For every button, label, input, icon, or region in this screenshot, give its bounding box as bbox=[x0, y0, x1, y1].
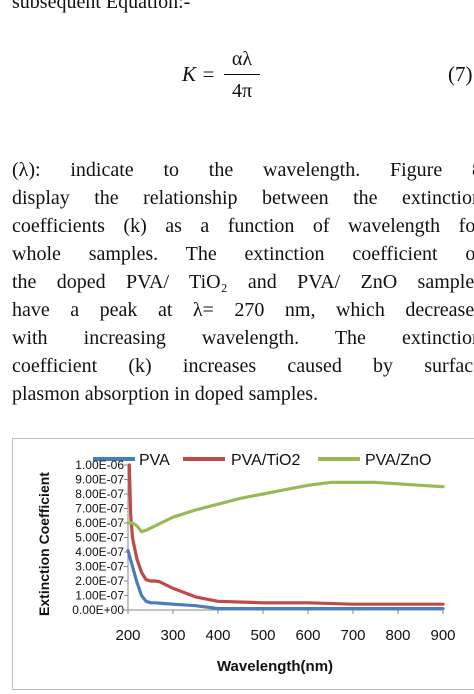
series-line-pva bbox=[126, 548, 445, 611]
paragraph-line-3: coefficients (k) as a function of wavele… bbox=[12, 215, 474, 237]
x-tick-label: 200 bbox=[115, 627, 140, 644]
x-tick-label: 800 bbox=[385, 627, 410, 644]
fraction-bar bbox=[224, 74, 260, 75]
x-tick-label: 600 bbox=[295, 627, 320, 644]
paragraph-line-5: the doped PVA/ TiO₂ and PVA/ ZnO samples bbox=[12, 271, 474, 293]
legend-label-pva-tio2: PVA/TiO2 bbox=[231, 452, 300, 469]
paragraph-line-4: whole samples. The extinction coefficien… bbox=[12, 243, 474, 265]
plot-area bbox=[126, 463, 445, 611]
equation-number: (7) bbox=[448, 62, 473, 86]
equation-numerator: αλ bbox=[231, 48, 253, 70]
x-tick-label: 300 bbox=[160, 627, 185, 644]
equation-denominator: 4π bbox=[231, 80, 253, 102]
paragraph-line-8: coefficient (k) increases caused by surf… bbox=[12, 355, 474, 377]
y-tick-label: 0.00E+00 bbox=[72, 603, 124, 617]
x-axis-label: Wavelength(nm) bbox=[217, 658, 333, 675]
paragraph-line-1: (λ): indicate to the wavelength. Figure … bbox=[12, 159, 474, 181]
y-tick-labels: 0.00E+001.00E-072.00E-073.00E-074.00E-07… bbox=[72, 458, 124, 617]
y-tick-label: 1.00E-07 bbox=[75, 589, 124, 603]
legend-label-pva: PVA bbox=[139, 452, 170, 469]
extinction-coefficient-chart: PVA PVA/TiO2 PVA/ZnO 0.00E+001.00E-072.00E… bbox=[36, 452, 456, 675]
y-tick-label: 1.00E-06 bbox=[75, 458, 124, 472]
x-tick-label: 500 bbox=[250, 627, 275, 644]
series-line-pva-zno bbox=[126, 480, 445, 534]
y-tick-label: 6.00E-07 bbox=[75, 516, 124, 530]
paragraph-line-7: with increasing wavelength. The extincti… bbox=[12, 327, 474, 349]
y-tick-label: 8.00E-07 bbox=[75, 487, 124, 501]
paragraph-line-2: display the relationship between the ext… bbox=[12, 187, 474, 209]
equation-lhs: K = bbox=[182, 62, 216, 86]
y-tick-label: 2.00E-07 bbox=[75, 574, 124, 588]
y-axis-label: Extinction Coefficient bbox=[36, 472, 52, 616]
x-tick-label: 900 bbox=[430, 627, 455, 644]
y-tick-label: 5.00E-07 bbox=[75, 531, 124, 545]
chart-legend: PVA PVA/TiO2 PVA/ZnO bbox=[93, 452, 431, 469]
x-tick-labels: 200 300 400 500 600 700 800 900 bbox=[115, 627, 455, 644]
chart-axes bbox=[124, 464, 444, 614]
legend-label-pva-zno: PVA/ZnO bbox=[365, 452, 431, 469]
paragraph-line-9: plasmon absorption in doped samples. bbox=[12, 383, 319, 405]
x-tick-label: 700 bbox=[340, 627, 365, 644]
x-tick-label: 400 bbox=[205, 627, 230, 644]
figure-chart-frame: PVA PVA/TiO2 PVA/ZnO 0.00E+00 1.00E-07 2.00E… bbox=[12, 438, 474, 690]
y-tick-label: 4.00E-07 bbox=[75, 545, 124, 559]
y-tick-label: 7.00E-07 bbox=[75, 502, 124, 516]
series-line-pva-tio2 bbox=[127, 463, 445, 606]
paragraph-line-6: have a peak at λ= 270 nm, which decrease… bbox=[12, 299, 474, 321]
y-tick-label: 3.00E-07 bbox=[75, 560, 124, 574]
y-tick-label: 9.00E-07 bbox=[75, 473, 124, 487]
text-line-top: subsequent Equation:- bbox=[12, 0, 191, 13]
